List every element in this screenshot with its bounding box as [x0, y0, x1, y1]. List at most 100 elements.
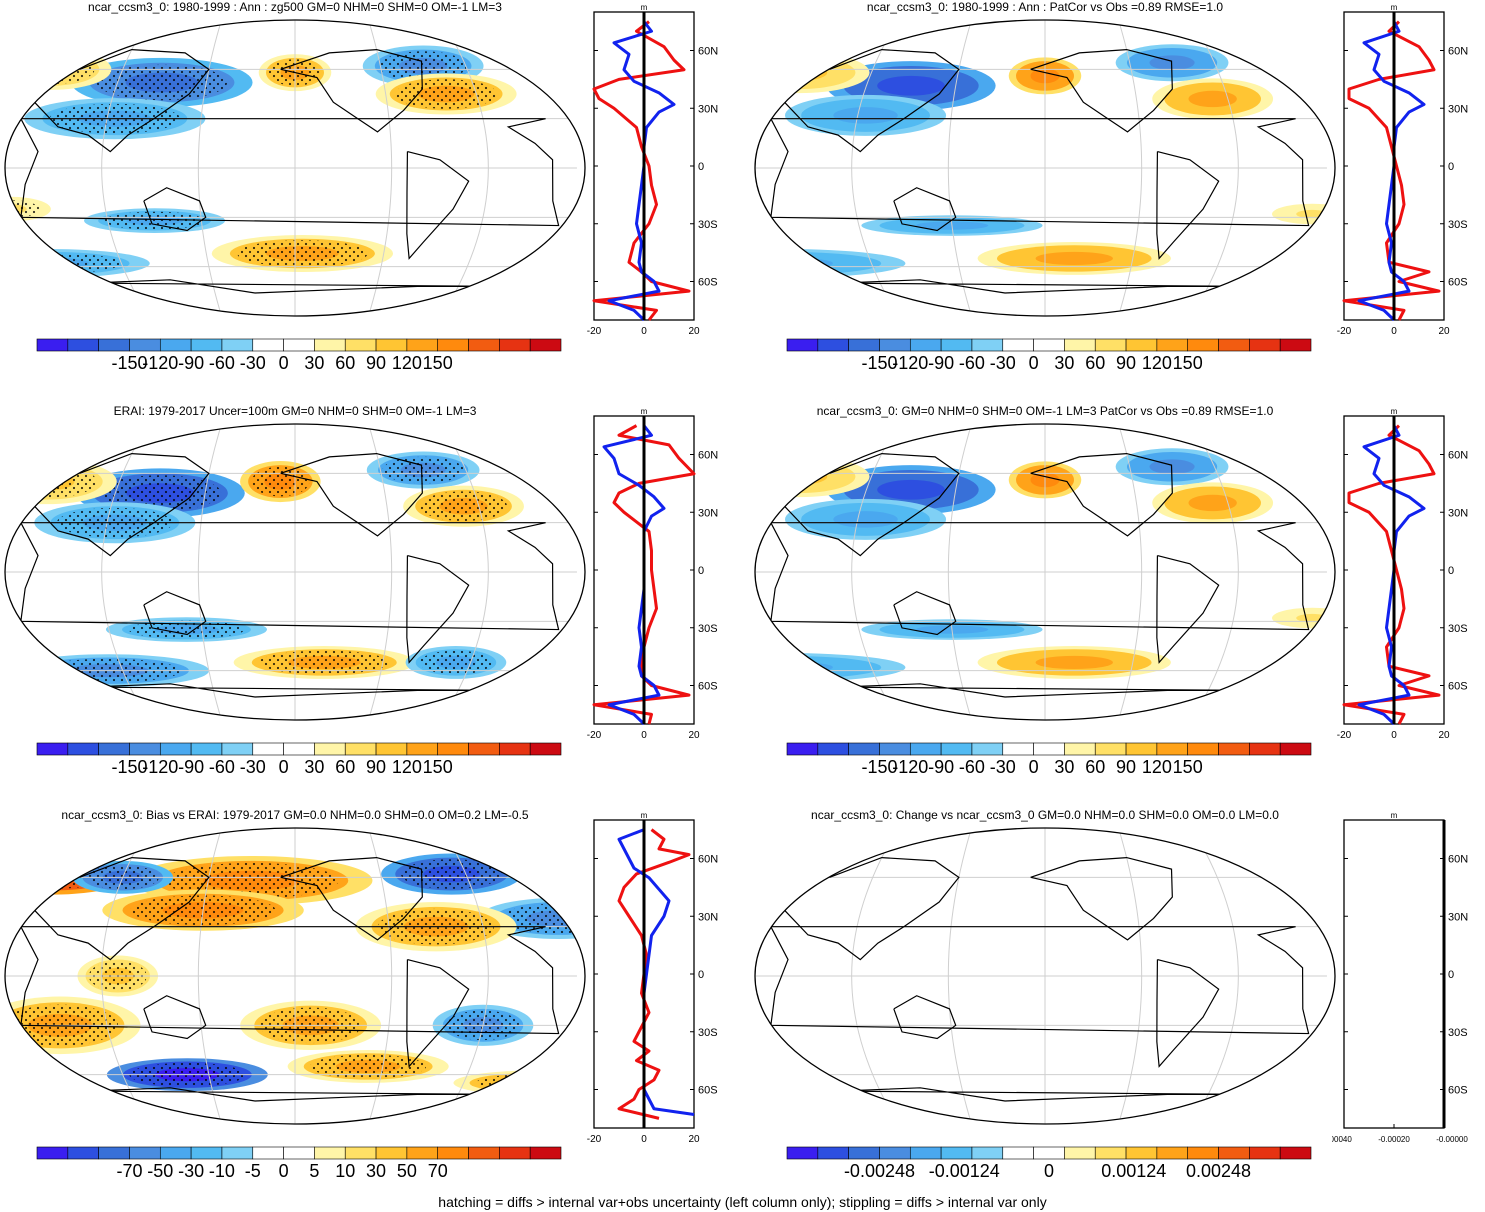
colorbar-box	[1094, 338, 1127, 352]
zonal-xticks: -0.00040 -0.00020 -0.00000	[1332, 1124, 1468, 1144]
colorbar-label: 90	[1116, 353, 1136, 373]
zonal-xtick-label: 0	[1391, 326, 1397, 337]
colorbar-box	[940, 742, 973, 756]
colorbar-box	[406, 1146, 439, 1160]
colorbar-box	[848, 1146, 880, 1160]
map-field	[5, 424, 585, 720]
colorbar-boxes	[36, 742, 562, 756]
coastline	[280, 856, 423, 941]
colorbar-box	[314, 742, 346, 756]
colorbar-box	[98, 1146, 130, 1160]
anomaly-blob	[366, 451, 480, 489]
colorbar-box	[314, 1146, 346, 1160]
zonal-xtick-label: 0	[641, 1134, 647, 1145]
colorbar-box	[1279, 1146, 1312, 1160]
stipple-region	[310, 1054, 427, 1079]
colorbar-label: 70	[428, 1161, 448, 1181]
colorbar-box	[190, 338, 223, 352]
longitude-line	[101, 424, 149, 720]
zonal-ytick-label: 60S	[1448, 277, 1468, 289]
colorbar-label: -150	[861, 757, 897, 777]
colorbar-box	[1002, 742, 1034, 756]
zonal-yticks: 60N 30N 0 30S 60S	[594, 46, 718, 289]
zonal-ytick-label: 60S	[1448, 1085, 1468, 1097]
coastline	[406, 150, 470, 260]
colorbar-label: -120	[892, 353, 928, 373]
colorbar-label: 90	[366, 757, 386, 777]
colorbar-box	[1125, 338, 1158, 352]
colorbar-label: 0	[279, 353, 289, 373]
zonal-ytick-label: 60N	[1448, 854, 1468, 866]
panel-model-patcor: ncar_ccsm3_0: 1980-1999 : Ann : PatCor v…	[750, 0, 1485, 404]
zonal-yticks: 60N 30N 0 30S 60S	[594, 854, 718, 1097]
colorbar-box	[1218, 742, 1250, 756]
zonal-ytick-label: 60S	[698, 277, 718, 289]
anomaly-contour-inner	[833, 511, 898, 528]
colorbar-label: 0.00248	[1186, 1161, 1251, 1181]
colorbar-label: -30	[178, 1161, 204, 1181]
colorbar-label: -0.00248	[844, 1161, 915, 1181]
colorbar-label: 120	[392, 353, 422, 373]
colorbar: -70 -50 -30 -10 -5 0 5 10 30 50 70	[36, 1146, 562, 1181]
map-plot	[754, 19, 1336, 317]
anomaly-contour-inner	[1188, 90, 1237, 108]
colorbar-box	[786, 1146, 819, 1160]
anomaly-contour-inner	[1035, 655, 1113, 670]
zonal-ytick-label: 30N	[1448, 103, 1468, 115]
colorbar-label: -30	[240, 353, 266, 373]
anomaly-blob	[784, 498, 947, 540]
colorbar-label: -120	[892, 757, 928, 777]
colorbar-box	[221, 1146, 254, 1160]
longitude-line	[1118, 424, 1143, 720]
map-field	[5, 828, 585, 1124]
colorbar-box	[98, 338, 130, 352]
model-zonal-line	[1342, 424, 1441, 725]
colorbar-box	[817, 742, 849, 756]
colorbar-box	[1064, 742, 1096, 756]
zonal-ytick-label: 0	[698, 969, 704, 981]
anomaly-blob	[233, 646, 415, 679]
colorbar-label: 30	[304, 757, 324, 777]
zonal-unit: m	[641, 3, 648, 12]
colorbar-labels: -70 -50 -30 -10 -5 0 5 10 30 50 70	[116, 1161, 447, 1181]
longitude-line	[441, 828, 489, 1124]
anomaly-blob	[977, 646, 1171, 679]
map-plot	[754, 827, 1336, 1125]
colorbar-box	[129, 742, 161, 756]
zonal-ytick-label: 30N	[698, 507, 718, 519]
colorbar: -150-120 -90 -60 -30 0 30 60 90 120 150	[36, 742, 562, 777]
anomaly-blob	[784, 94, 947, 136]
model-zonal-line	[617, 828, 691, 1120]
colorbar-label: -90	[178, 757, 204, 777]
colorbar-box	[499, 742, 531, 756]
map-border	[754, 19, 1336, 317]
colorbar-label: -150	[861, 353, 897, 373]
zonal-unit: m	[1391, 407, 1398, 416]
stipple-region	[259, 650, 390, 675]
colorbar-box	[67, 338, 99, 352]
zonal-ytick-label: 60S	[698, 1085, 718, 1097]
colorbar-box	[1033, 338, 1065, 352]
panel-model-annual: ncar_ccsm3_0: 1980-1999 : Ann : zg500 GM…	[0, 0, 742, 404]
zonal-xtick-label: -20	[587, 730, 602, 741]
longitude-line	[101, 828, 149, 1124]
colorbar-box	[252, 742, 284, 756]
colorbar-box	[1002, 338, 1034, 352]
zonal-ytick-label: 30S	[1448, 219, 1468, 231]
colorbar-label: 90	[366, 353, 386, 373]
model-zonal-line	[592, 424, 696, 725]
colorbar-box	[1279, 338, 1312, 352]
colorbar-label: 0	[1029, 757, 1039, 777]
stipple-region	[251, 466, 310, 497]
zonal-ytick-label: 60N	[1448, 450, 1468, 462]
zonal-mean-plot: m 60N 30N 0 30S 60S -20 0 20	[587, 407, 718, 741]
zonal-ytick-label: 60S	[698, 681, 718, 693]
coastline	[143, 995, 207, 1040]
colorbar-box	[67, 1146, 99, 1160]
colorbar-label: 60	[335, 353, 355, 373]
anomaly-blob	[1152, 482, 1274, 524]
colorbar-box	[909, 1146, 942, 1160]
colorbar-label: -60	[959, 353, 985, 373]
colorbar-box	[786, 338, 819, 352]
anomaly-blob	[1152, 78, 1274, 120]
